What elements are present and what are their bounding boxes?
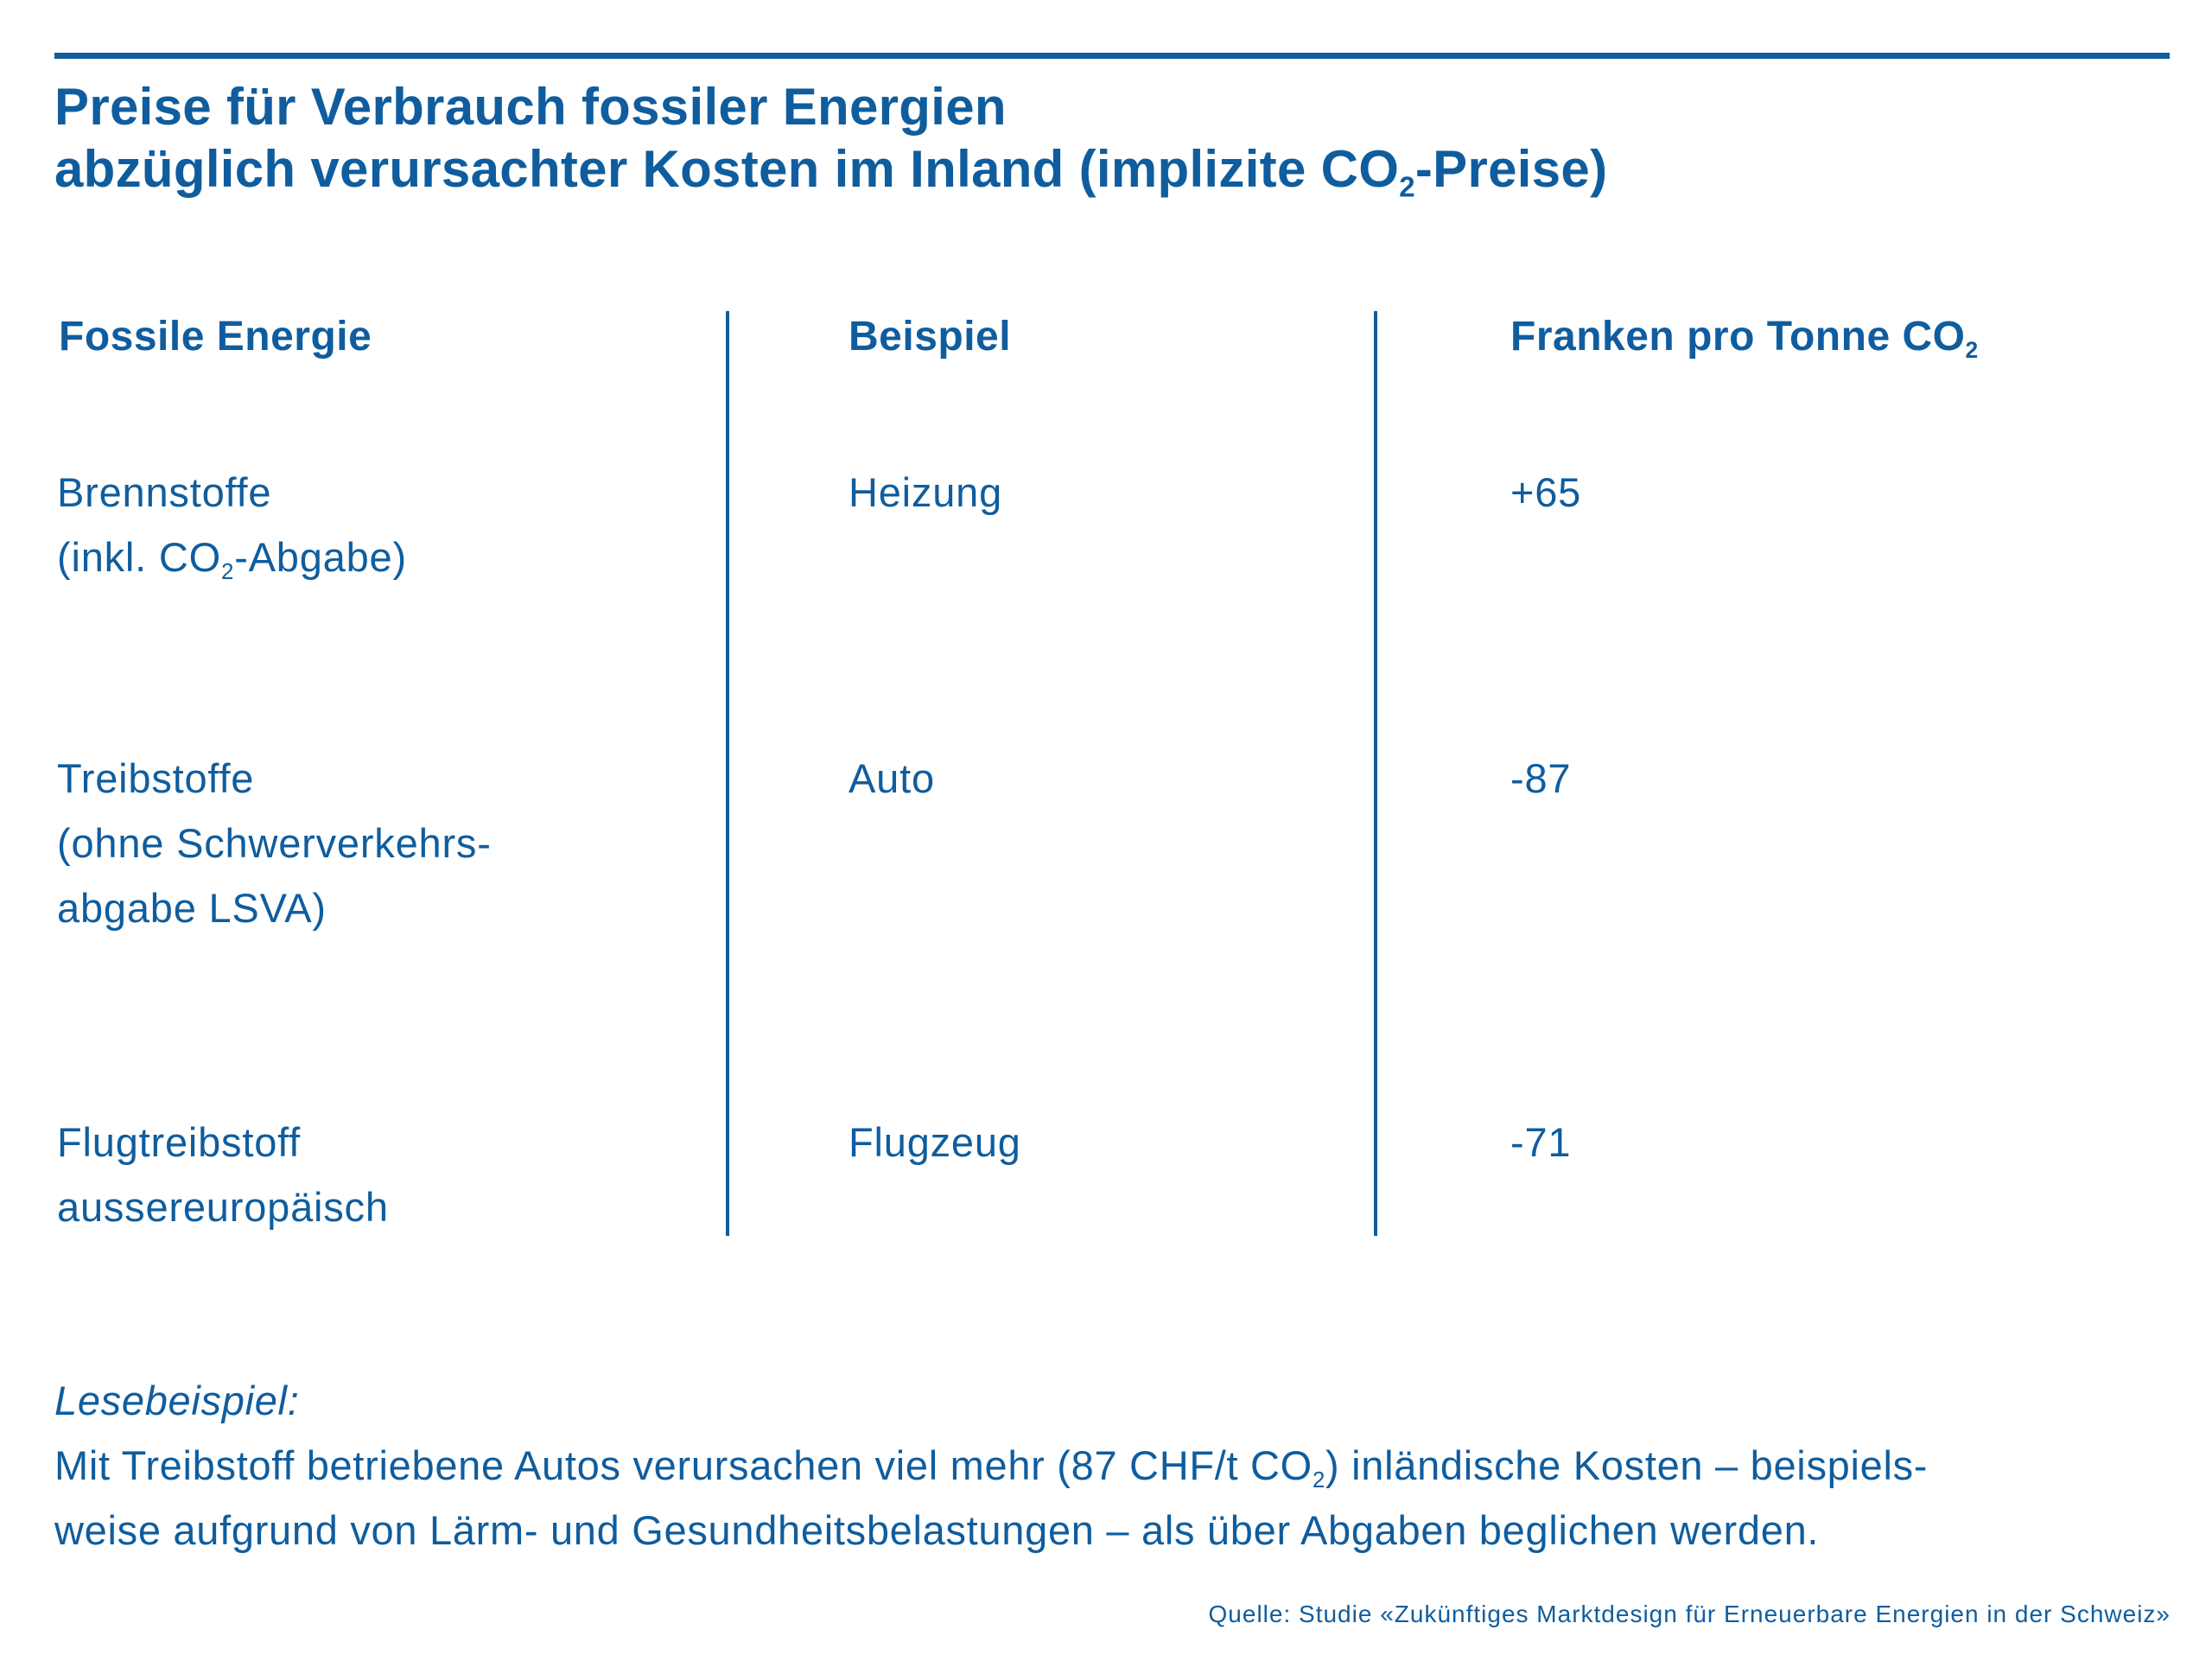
row-1-example: Heizung (849, 469, 1003, 515)
reading-example: Lesebeispiel: Mit Treibstoff betriebene … (54, 1368, 2163, 1563)
reading-example-line-2: weise aufgrund von Lärm- und Gesundheits… (54, 1507, 1820, 1553)
row-2-energy-line-1: Treibstoffe (57, 755, 255, 801)
row-1-price: +65 (1510, 469, 1582, 515)
row-3-energy-line-1: Flugtreibstoff (57, 1119, 302, 1165)
page-title: Preise für Verbrauch fossiler Energien a… (54, 76, 2128, 201)
row-3-example: Flugzeug (849, 1119, 1021, 1165)
row-2-example: Auto (849, 755, 935, 801)
reading-example-line-1: Mit Treibstoff betriebene Autos verursac… (54, 1433, 2163, 1498)
reading-example-line-1-prefix: Mit Treibstoff betriebene Autos verursac… (54, 1442, 1313, 1488)
row-1-energy-line-2: (inkl. CO2-Abgabe) (57, 525, 407, 589)
header-price-prefix: Franken pro Tonne CO (1510, 314, 1966, 360)
header-example: Beispiel (849, 314, 1012, 360)
title-line-1: Preise für Verbrauch fossiler Energien (54, 78, 1007, 136)
row-1-energy-line-2-suffix: -Abgabe) (234, 534, 407, 580)
reading-example-line-1-suffix: ) inländische Kosten – beispiels- (1325, 1442, 1929, 1488)
title-line-2-suffix: -Preise) (1414, 140, 1608, 198)
column-divider-2 (1374, 311, 1377, 1236)
row-2-energy-line-2: (ohne Schwerverkehrs- (57, 820, 492, 866)
title-line-2: abzüglich verursachter Kosten im Inland … (54, 138, 2128, 201)
row-3-energy: Flugtreibstoff aussereuropäisch (57, 1110, 389, 1239)
row-2-energy-line-3: abgabe LSVA) (57, 885, 327, 931)
row-2-price: -87 (1510, 755, 1572, 801)
row-3-energy-line-2: aussereuropäisch (57, 1184, 389, 1230)
reading-example-label: Lesebeispiel: (54, 1378, 300, 1423)
row-2-energy: Treibstoffe (ohne Schwerverkehrs- abgabe… (57, 746, 492, 940)
source-note: Quelle: Studie «Zukünftiges Marktdesign … (1208, 1601, 2171, 1627)
title-line-2-prefix: abzüglich verursachter Kosten im Inland … (54, 140, 1400, 198)
top-rule (54, 53, 2170, 59)
row-1-energy-line-2-prefix: (inkl. CO (57, 534, 221, 580)
row-1-energy-line-1: Brennstoffe (57, 469, 272, 515)
header-fossil-energy: Fossile Energie (59, 314, 372, 360)
header-price-subscript: 2 (1965, 337, 1979, 364)
row-1-energy-subscript: 2 (221, 560, 235, 585)
header-price: Franken pro Tonne CO2 (1510, 311, 1979, 363)
column-divider-1 (726, 311, 729, 1236)
row-1-energy: Brennstoffe (inkl. CO2-Abgabe) (57, 460, 407, 589)
reading-example-subscript: 2 (1312, 1468, 1326, 1493)
title-subscript: 2 (1399, 170, 1415, 203)
row-3-price: -71 (1510, 1119, 1572, 1165)
